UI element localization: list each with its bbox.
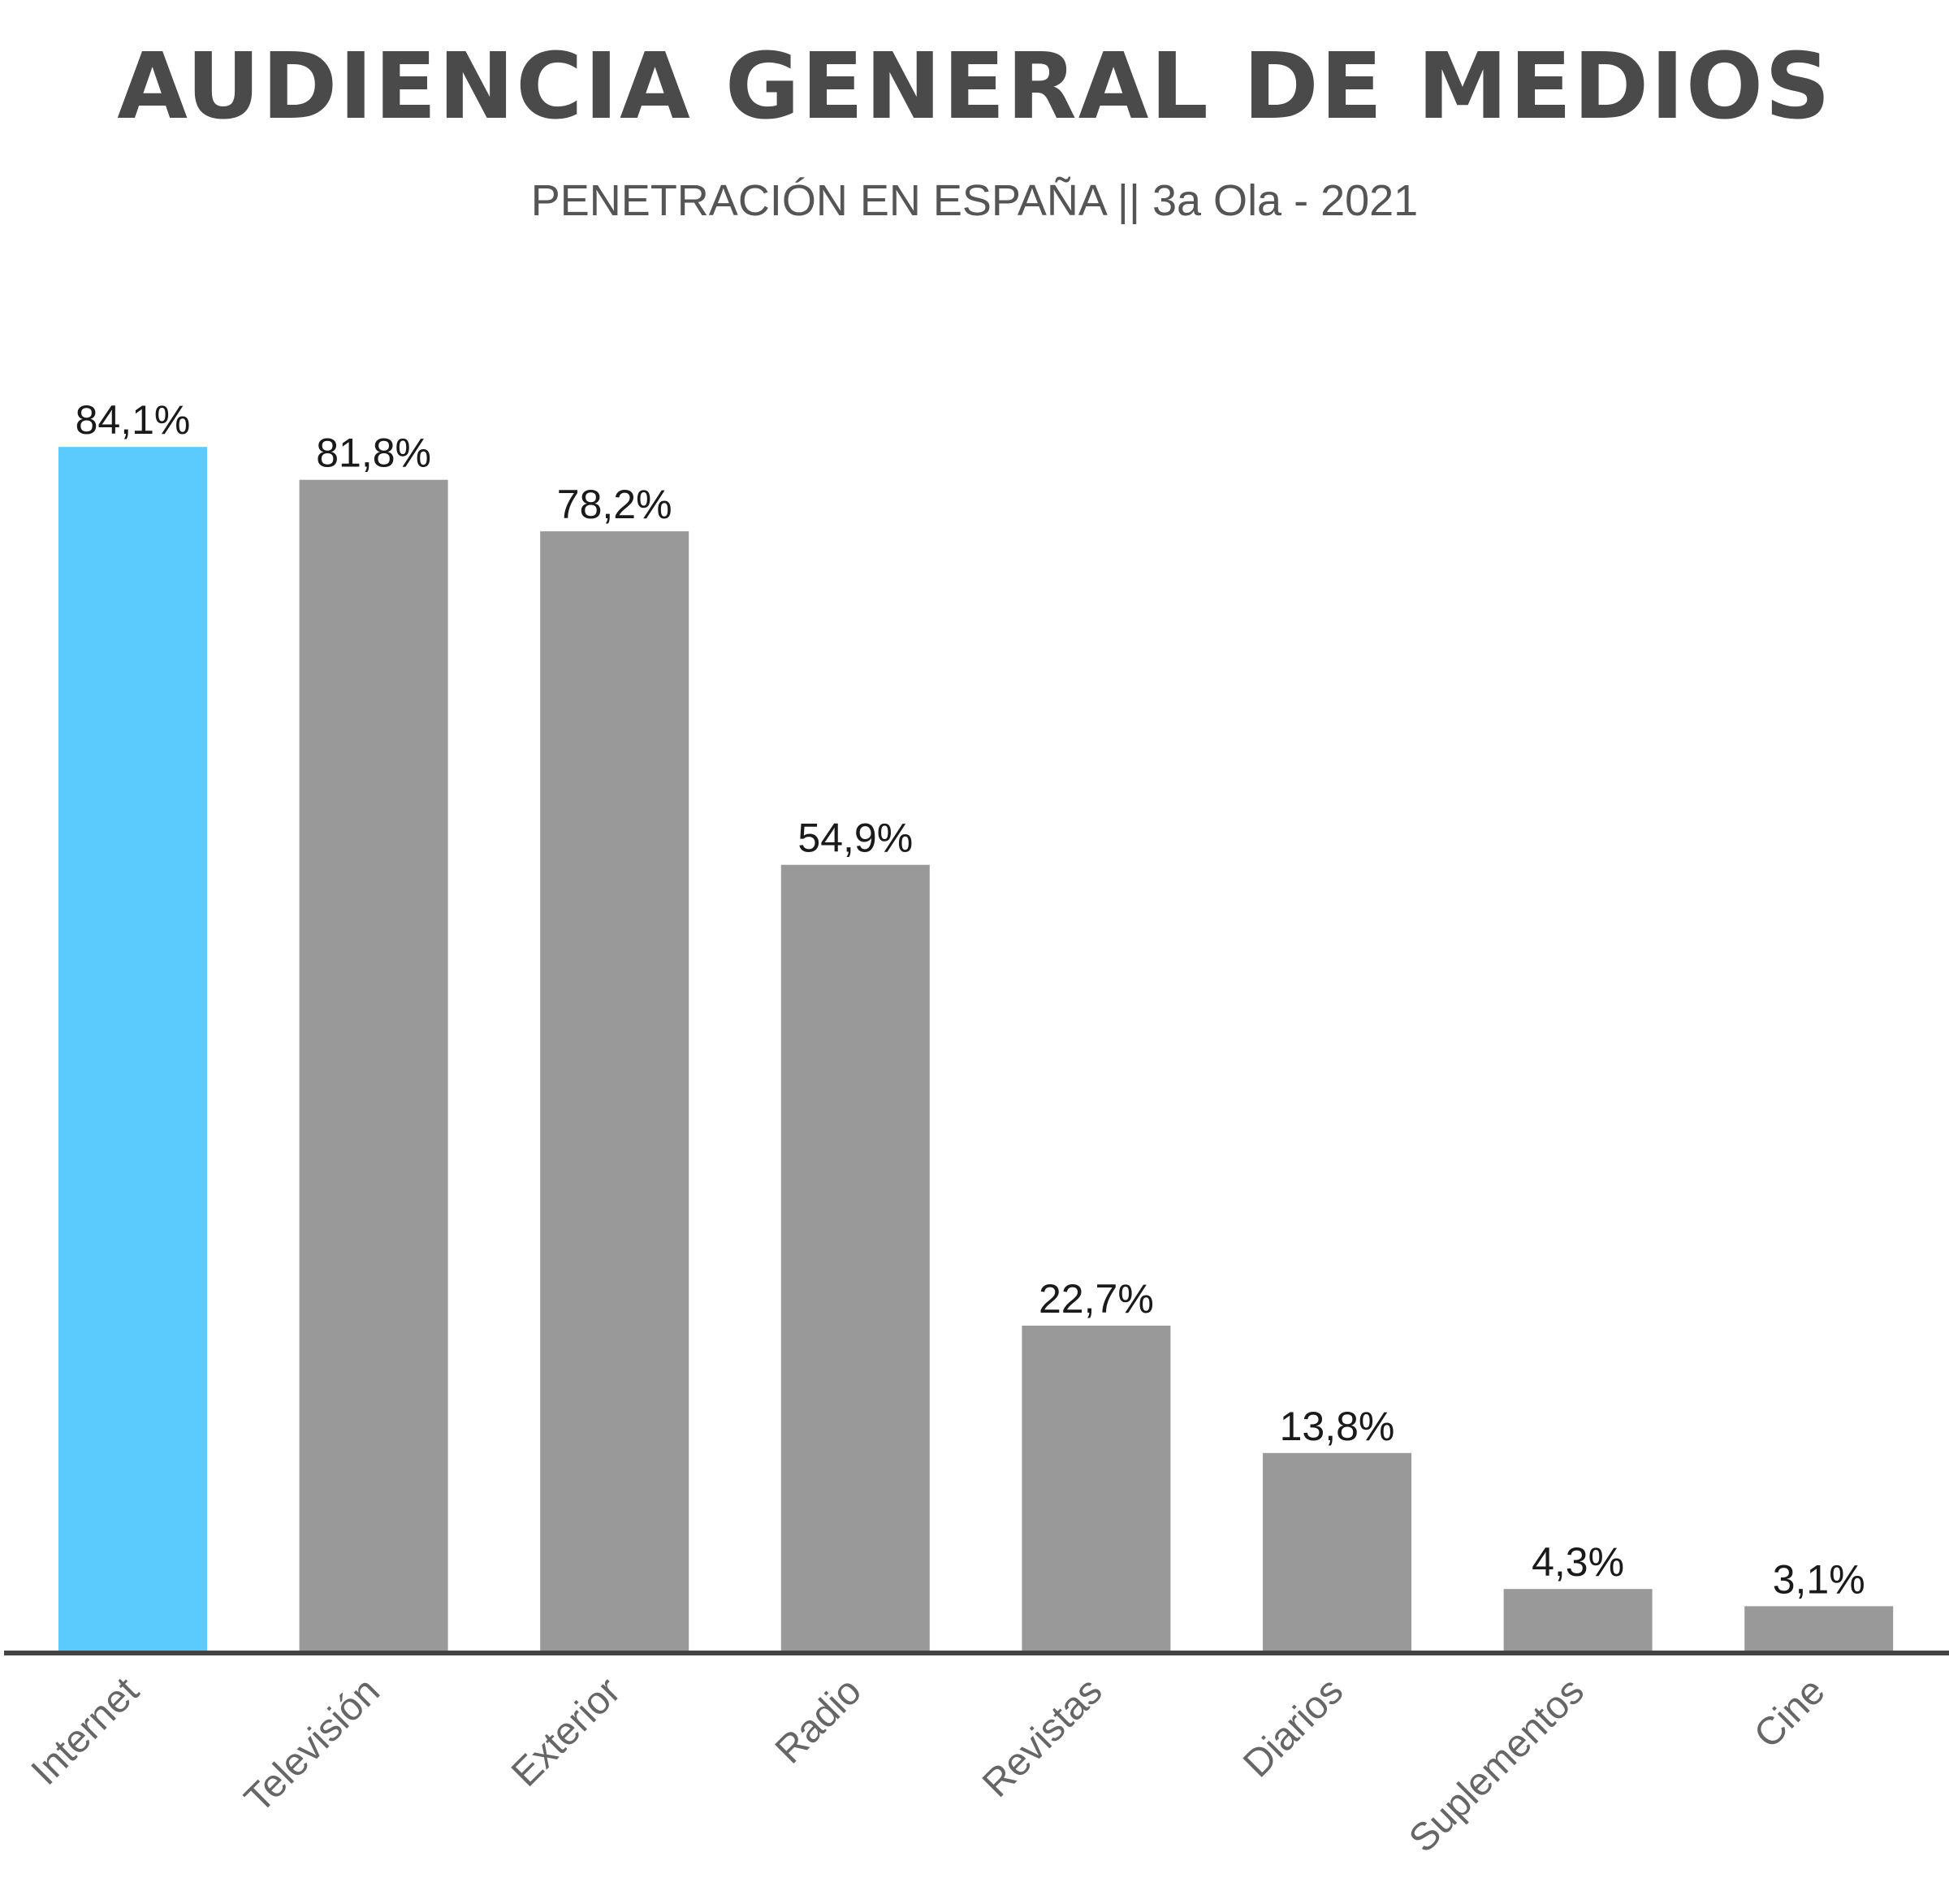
category-label-exterior: Exterior [503,1669,629,1794]
category-label-suplementos: Suplementos [1401,1669,1592,1861]
category-label-cine: Cine [1746,1669,1833,1756]
bar-diarios [1263,1452,1411,1651]
chart-title: AUDIENCIA GENERAL DE MEDIOS [117,34,1832,140]
value-label-exterior: 78,2% [557,482,672,527]
category-label-internet: Internet [24,1669,148,1794]
bar-radio [780,864,930,1651]
category-label-television: Televisión [236,1669,388,1821]
value-labels-group: 84,1% 81,8% 78,2% 54,9% 22,7% 13,8% 4,3% 3,1% [76,397,1865,1602]
bar-suplementos [1503,1589,1653,1651]
value-label-diarios: 13,8% [1280,1404,1395,1449]
value-label-revistas: 22,7% [1039,1276,1154,1322]
bars-group [58,447,1894,1651]
value-label-internet: 84,1% [76,397,191,443]
chart-subtitle: PENETRACIÓN EN ESPAÑA || 3a Ola - 2021 [531,176,1418,225]
category-label-revistas: Revistas [974,1669,1111,1806]
value-label-suplementos: 4,3% [1532,1539,1624,1585]
bar-internet [58,447,207,1651]
category-labels-group: Internet Televisión Exterior Radio Revistas D… [24,1669,1834,1861]
bar-revistas [1022,1326,1171,1651]
value-label-television: 81,8% [316,431,431,476]
category-label-diarios: Diarios [1235,1669,1351,1785]
value-label-cine: 3,1% [1773,1556,1865,1602]
bar-cine [1744,1606,1894,1651]
bar-television [299,479,448,1651]
category-label-radio: Radio [767,1669,870,1772]
bar-exterior [540,531,689,1651]
value-label-radio: 54,9% [797,816,913,861]
